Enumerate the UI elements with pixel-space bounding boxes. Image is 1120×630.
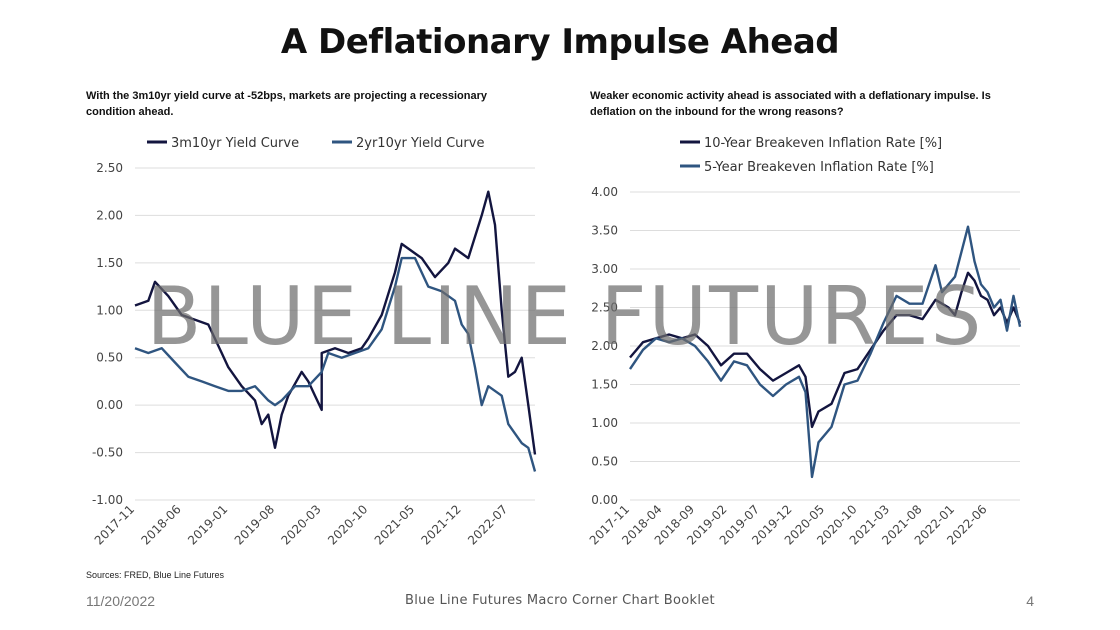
x-tick-label: 2017-11 <box>92 502 137 547</box>
left-chart-subtitle: With the 3m10yr yield curve at -52bps, m… <box>86 90 487 118</box>
series-line-2 <box>134 256 537 472</box>
yield-curve-chart-svg: 2.50 2.00 1.50 1.00 0.50 0.00 -0.50 -1.002017-1… <box>92 136 537 548</box>
x-tick-label: 2021-05 <box>372 502 417 547</box>
y-tick-label: 0.00 <box>591 493 618 507</box>
y-tick-label: 2.50 <box>96 161 123 175</box>
x-tick-label: 2020-10 <box>325 502 370 547</box>
series-line-1 <box>629 271 1022 429</box>
series-line-1 <box>134 190 537 455</box>
sources-note: Sources: FRED, Blue Line Futures <box>86 570 225 580</box>
series-line-2 <box>629 225 1022 479</box>
y-tick-label: 2.50 <box>591 301 618 315</box>
page-title: A Deflationary Impulse Ahead <box>280 22 840 62</box>
footer-date: 11/20/2022 <box>86 593 156 609</box>
x-tick-label: 2018-06 <box>138 502 183 547</box>
page-number: 4 <box>1026 593 1034 609</box>
y-tick-label: 0.50 <box>591 455 618 469</box>
y-tick-label: 1.50 <box>591 378 618 392</box>
breakeven-inflation-chart: 4.00 3.50 3.00 2.50 2.00 1.50 1.00 0.50 0.00 2017… <box>575 120 1045 570</box>
x-tick-label: 2021-12 <box>418 502 463 547</box>
y-tick-label: 2.00 <box>591 339 618 353</box>
y-tick-label: 1.50 <box>96 256 123 270</box>
y-tick-label: 1.00 <box>591 416 618 430</box>
x-tick-label: 2022-07 <box>465 502 510 547</box>
legend-label: 10-Year Breakeven Inflation Rate [%] <box>704 136 942 151</box>
breakeven-inflation-chart-svg: 4.003.503.002.502.001.501.000.500.002017… <box>587 136 1022 548</box>
x-tick-label: 2019-01 <box>185 502 230 547</box>
footer-booklet-title: Blue Line Futures Macro Corner Chart Boo… <box>405 593 715 608</box>
yield-curve-chart: 2.50 2.00 1.50 1.00 0.50 0.00 -0.50 -1.00 2017-1… <box>75 120 565 570</box>
y-tick-label: 0.50 <box>96 351 123 365</box>
y-tick-label: 1.00 <box>96 303 123 317</box>
y-tick-label: 3.50 <box>591 224 618 238</box>
right-chart-subtitle: Weaker economic activity ahead is associ… <box>590 90 991 118</box>
y-tick-label: 2.00 <box>96 208 123 222</box>
y-tick-label: 3.00 <box>591 262 618 276</box>
y-tick-label: 4.00 <box>591 185 618 199</box>
legend-label: 5-Year Breakeven Inflation Rate [%] <box>704 160 934 175</box>
y-tick-label: -1.00 <box>92 493 123 507</box>
x-tick-label: 2019-08 <box>232 502 277 547</box>
y-tick-label: 0.00 <box>96 398 123 412</box>
legend-label: 2yr10yr Yield Curve <box>356 136 484 151</box>
y-tick-label: -0.50 <box>92 446 123 460</box>
legend-label: 3m10yr Yield Curve <box>171 136 299 151</box>
x-tick-label: 2020-03 <box>278 502 323 547</box>
